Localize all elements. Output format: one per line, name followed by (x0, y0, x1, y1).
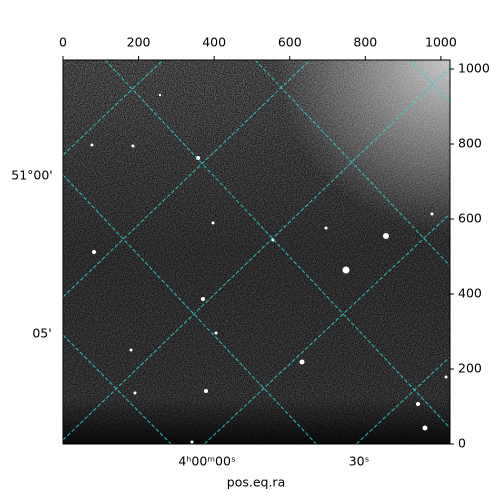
y-tick-label: 600 (458, 211, 482, 226)
y-tick-label: 200 (458, 361, 482, 376)
ra-tick-label: 4ʰ00ᵐ00ˢ (178, 454, 235, 469)
x-tick-label: 0 (59, 35, 67, 50)
x-tick-label: 400 (202, 35, 226, 50)
frame (62, 59, 451, 445)
dec-tick-label: 05' (32, 326, 51, 341)
y-tick-label: 400 (458, 286, 482, 301)
y-tick-label: 800 (458, 136, 482, 151)
x-tick-label: 1000 (425, 35, 457, 50)
x-tick-label: 200 (127, 35, 151, 50)
y-tick-label: 0 (458, 436, 466, 451)
x-tick-label: 800 (353, 35, 377, 50)
x-tick-label: 600 (278, 35, 302, 50)
y-tick-label: 1000 (458, 61, 490, 76)
ticks: 0 200 400 600 800 1000 0 200 400 600 800 1000 (59, 35, 490, 451)
x-axis-label: pos.eq.ra (227, 475, 285, 490)
sky-image (63, 60, 450, 444)
ra-tick-label: 30ˢ (349, 454, 370, 469)
dec-tick-label: 51°00' (11, 168, 53, 183)
